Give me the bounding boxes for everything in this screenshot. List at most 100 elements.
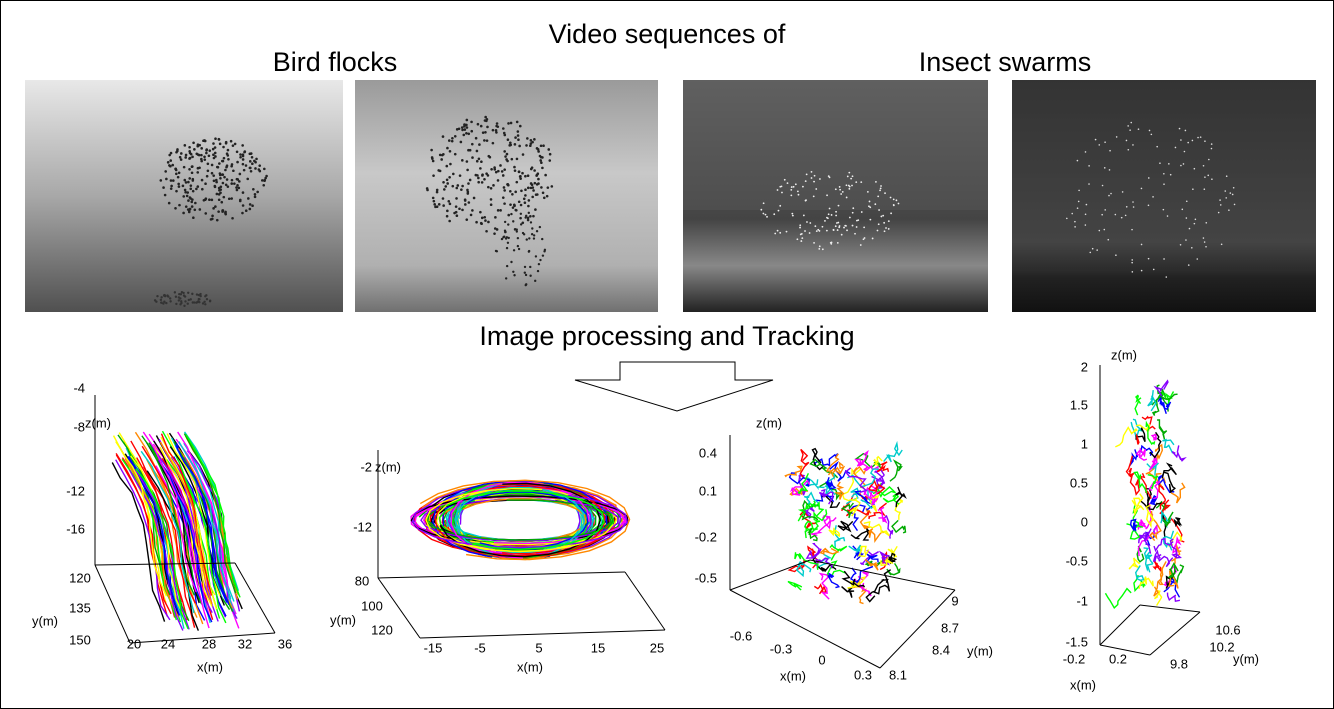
y-tick-label: 120: [69, 570, 91, 585]
photo-dot: [1096, 249, 1098, 251]
photo-dot: [481, 181, 484, 184]
axis-line: [95, 565, 130, 643]
photo-dot: [494, 216, 497, 219]
photo-dot: [542, 254, 544, 256]
photo-dot: [514, 191, 517, 194]
x-axis-label: x(m): [517, 659, 543, 674]
photo-dot: [503, 132, 506, 135]
photo-dot: [190, 201, 193, 204]
trajectory: [821, 548, 838, 553]
photo-dot: [265, 175, 268, 178]
photo-dot: [180, 302, 182, 304]
photo-dot: [193, 148, 196, 151]
trajectory: [1132, 494, 1143, 506]
photo-dot: [207, 162, 210, 165]
photo-dot: [212, 153, 215, 156]
photo-dot: [471, 209, 474, 212]
photo-dot: [219, 172, 222, 175]
photo-dot: [470, 121, 473, 124]
photo-dot: [816, 230, 818, 232]
photo-dot: [497, 209, 500, 212]
photo-dot: [536, 174, 539, 177]
photo-dot: [1141, 270, 1143, 272]
photo-dot: [516, 230, 518, 232]
photo-dot: [177, 176, 180, 179]
photo-dot: [837, 222, 839, 224]
axis-line: [730, 590, 880, 668]
photo-dot: [444, 185, 447, 188]
photo-dot: [184, 144, 187, 147]
photo-dot: [525, 274, 527, 276]
photo-dot: [1167, 215, 1169, 217]
photo-dot: [766, 216, 768, 218]
photo-dot: [242, 191, 245, 194]
photo-dot: [442, 204, 445, 207]
photo-dot: [896, 199, 898, 201]
photo-dot: [541, 238, 543, 240]
trajectory: [1105, 589, 1131, 608]
photo-dot: [253, 160, 256, 163]
photo-dot: [1115, 214, 1117, 216]
trajectory: [828, 573, 838, 587]
photo-dot: [1122, 191, 1124, 193]
photo-dot: [1077, 160, 1079, 162]
photo-dot: [521, 172, 524, 175]
photo-dot: [462, 134, 465, 137]
photo-dot: [514, 136, 517, 139]
photo-dot: [835, 211, 837, 213]
photo-dot: [211, 215, 214, 218]
photo-dot: [183, 179, 186, 182]
photo-dot: [520, 204, 523, 207]
photo-dot: [830, 242, 832, 244]
photo-dot: [214, 155, 217, 158]
photo-dot: [1086, 204, 1088, 206]
photo-dot: [531, 166, 534, 169]
photo-dot: [476, 150, 479, 153]
photo-dot: [1163, 258, 1165, 260]
photo-dot: [169, 159, 172, 162]
processing-label: Image processing and Tracking: [479, 321, 854, 351]
photo-dot: [228, 197, 231, 200]
photo-dot: [824, 220, 826, 222]
photo-dot: [511, 193, 514, 196]
photo-dot: [507, 242, 509, 244]
photo-dot: [203, 301, 205, 303]
photo-dot: [187, 303, 189, 305]
photo-dot: [225, 183, 228, 186]
photo-dot: [819, 230, 821, 232]
photo-dot: [198, 166, 201, 169]
photo-dot: [512, 271, 514, 273]
photo-dot: [241, 144, 244, 147]
photo-dot: [551, 185, 554, 188]
photo-dot: [1180, 244, 1182, 246]
photo-dot: [811, 171, 813, 173]
y-axis-label: y(m): [967, 643, 993, 658]
photo-dot: [878, 209, 880, 211]
photo-dot: [535, 255, 537, 257]
photo-dot: [192, 216, 195, 219]
photo-dot: [1186, 200, 1188, 202]
photo-dot: [239, 173, 242, 176]
z-tick-label: -1.5: [1066, 634, 1088, 649]
photo-dot: [802, 186, 804, 188]
photo-dot: [828, 175, 830, 177]
photo-dot: [1088, 183, 1090, 185]
photo-dot: [208, 149, 211, 152]
photo-dot: [230, 182, 233, 185]
photo-dot: [216, 219, 219, 222]
photo-dot: [442, 197, 445, 200]
photo-dot: [799, 224, 801, 226]
y-tick-label: 8.1: [889, 667, 907, 682]
photo-dot: [461, 129, 464, 132]
photo-dot: [531, 141, 534, 144]
photo-dot: [505, 277, 507, 279]
photo-dot: [451, 137, 454, 140]
photo-dot: [177, 183, 180, 186]
trajectories: [112, 381, 1184, 631]
photo-dot: [432, 197, 435, 200]
photo-dot: [244, 150, 247, 153]
photo-dot: [203, 158, 206, 161]
photo-dot: [183, 294, 185, 296]
photo-dot: [227, 158, 230, 161]
photo-dot: [1163, 183, 1165, 185]
